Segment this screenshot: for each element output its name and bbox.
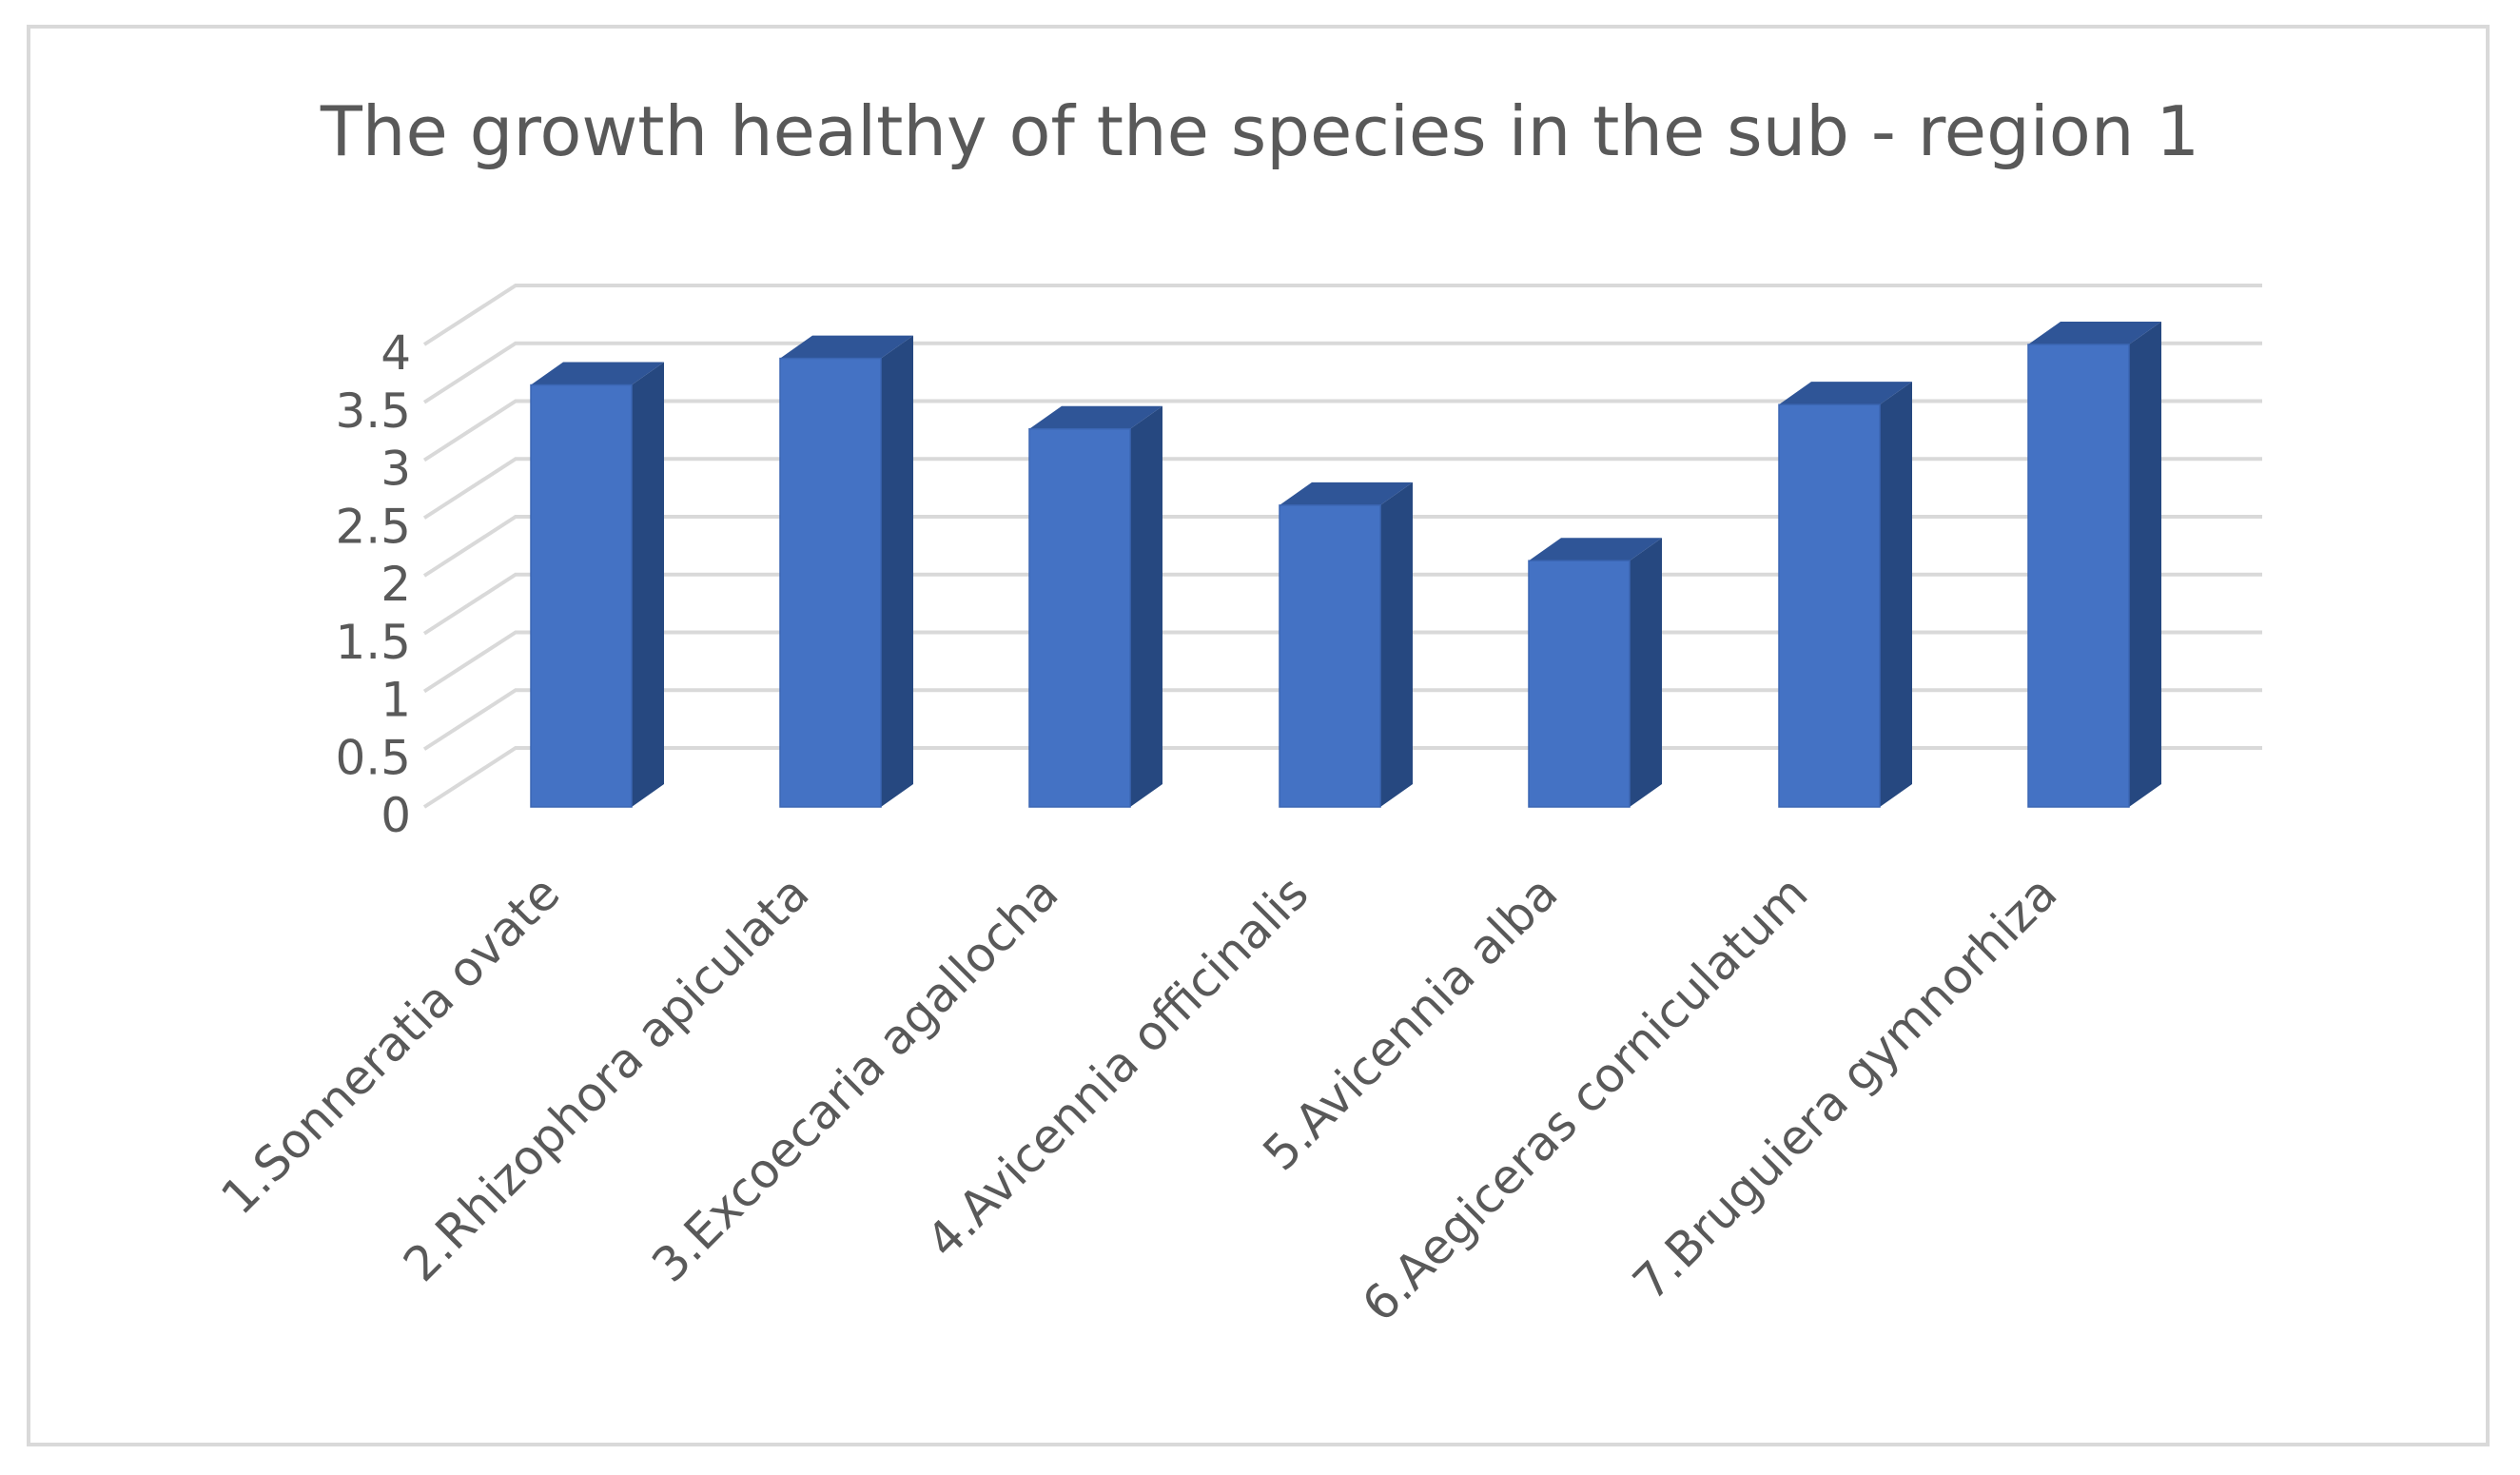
bar-top	[1280, 482, 1413, 505]
gridline	[422, 515, 2262, 578]
gridline	[422, 688, 2262, 751]
bar	[530, 362, 664, 808]
bars	[530, 322, 2161, 808]
bar-top	[1529, 538, 1662, 561]
bar-side	[1630, 538, 1662, 807]
bar-front	[1778, 403, 1881, 808]
y-tick-label: 0.5	[335, 730, 411, 785]
bar-side	[1880, 382, 1912, 807]
bar-front	[1528, 560, 1631, 808]
bar-top	[1779, 382, 1912, 405]
bar	[1279, 482, 1413, 808]
gridline	[422, 457, 2262, 520]
bar-top	[1029, 405, 1162, 429]
bar-side	[881, 335, 913, 807]
gridline	[422, 746, 2262, 809]
gridlines	[422, 284, 2262, 809]
bar-side	[632, 362, 664, 807]
bar-top	[531, 362, 664, 385]
x-category-label: 2.Rhizophora apiculata	[393, 865, 819, 1291]
y-tick-label: 2	[381, 557, 411, 612]
bar	[1028, 405, 1162, 808]
y-tick-label: 0	[381, 788, 411, 843]
y-tick-label: 3.5	[335, 384, 411, 439]
bar-side	[1130, 405, 1162, 807]
gridline	[422, 284, 2262, 346]
y-tick-label: 1.5	[335, 615, 411, 670]
bar	[1528, 538, 1662, 808]
bar-top	[2028, 322, 2161, 344]
gridline	[422, 572, 2262, 636]
x-category-label: 3.Excoecaria agallocha	[641, 865, 1068, 1292]
bar-side	[2129, 322, 2161, 807]
gridline	[422, 399, 2262, 462]
x-category-label: 7.Bruguiera gymnorhiza	[1622, 865, 2067, 1310]
bar-top	[780, 335, 913, 359]
y-tick-label: 2.5	[335, 499, 411, 554]
bar-side	[1380, 482, 1413, 807]
gridline	[422, 341, 2262, 404]
gridline	[422, 630, 2262, 694]
y-tick-label: 3	[381, 442, 411, 497]
bar-front	[530, 384, 633, 808]
bar-front	[1279, 504, 1381, 808]
bar-front	[1028, 427, 1131, 808]
chart-title: The growth healthy of the species in the…	[320, 91, 2200, 171]
x-category-label: 6.Aegiceras corniculatum	[1352, 865, 1819, 1332]
y-axis-ticks: 00.511.522.533.54	[335, 325, 411, 843]
bar	[779, 335, 913, 808]
y-tick-label: 1	[381, 673, 411, 728]
bar-front	[2027, 344, 2130, 808]
bar-front	[779, 357, 882, 808]
y-tick-label: 4	[381, 325, 411, 381]
bar	[2027, 322, 2161, 808]
bar	[1778, 382, 1912, 808]
